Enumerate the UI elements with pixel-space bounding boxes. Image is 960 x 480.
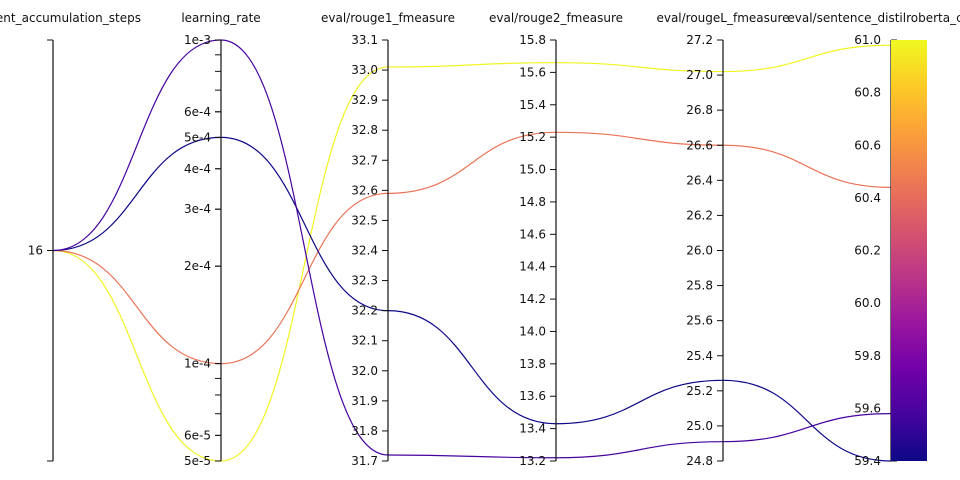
series-line-run-2 [52, 131, 892, 365]
axis-eval_rouge2_fmeasure: eval/rouge2_fmeasure 15.8 15.6 15.4 15.2 15.0… [489, 11, 623, 468]
tick-label: 32.2 [351, 304, 378, 318]
tick-label: 32.4 [351, 244, 378, 258]
axis-title: eval/rouge2_fmeasure [489, 11, 623, 25]
tick-label: 60.0 [854, 296, 881, 310]
tick-label: 15.4 [519, 98, 546, 112]
tick-label: 31.7 [351, 454, 378, 468]
tick-label: 32.1 [351, 334, 378, 348]
axis-title: learning_rate [181, 11, 260, 25]
axis-eval_rouge1_fmeasure: eval/rouge1_fmeasure 33.1 33.0 32.9 32.8 32.7… [321, 11, 455, 468]
tick-label: 16 [28, 244, 43, 258]
tick-label: 3e-4 [184, 202, 211, 216]
tick-label: 60.2 [854, 244, 881, 258]
tick-label: 26.6 [686, 138, 713, 152]
tick-label: 33.0 [351, 63, 378, 77]
tick-label: 13.8 [519, 357, 546, 371]
tick-label: 27.0 [686, 68, 713, 82]
colorbar [891, 40, 927, 461]
tick-label: 32.3 [351, 274, 378, 288]
tick-label: 13.2 [519, 454, 546, 468]
tick-label: 32.6 [351, 183, 378, 197]
tick-label: 26.4 [686, 173, 713, 187]
tick-label: 32.7 [351, 153, 378, 167]
tick-label: 6e-5 [184, 428, 211, 442]
tick-label: 14.6 [519, 227, 546, 241]
axis-eval_rougeL_fmeasure: eval/rougeL_fmeasure 27.2 27.0 26.8 26.6 26.4… [656, 11, 789, 468]
axis-title: eval/rougeL_fmeasure [656, 11, 789, 25]
tick-label: 59.6 [854, 401, 881, 415]
tick-label: 60.6 [854, 138, 881, 152]
tick-label: 25.6 [686, 314, 713, 328]
tick-label: 5e-4 [184, 130, 211, 144]
tick-label: 1e-4 [184, 357, 211, 371]
tick-label: 59.4 [854, 454, 881, 468]
tick-label: 32.8 [351, 123, 378, 137]
tick-label: 25.0 [686, 419, 713, 433]
axis-title: eval/rouge1_fmeasure [321, 11, 455, 25]
axis-eval_sentence_distilroberta_cosine: eval/sentence_distilroberta_cosine 61.0 60… [787, 11, 960, 468]
axis-learning_rate: learning_rate 1e-3 6e-4 5e-4 4e-4 3e-4 2e-4 1e-… [181, 11, 260, 468]
tick-label: 24.8 [686, 454, 713, 468]
tick-label: 5e-5 [184, 454, 211, 468]
tick-label: 60.8 [854, 86, 881, 100]
tick-label: 27.2 [686, 33, 713, 47]
tick-label: 26.2 [686, 208, 713, 222]
tick-label: 26.0 [686, 244, 713, 258]
tick-label: 32.9 [351, 93, 378, 107]
tick-label: 33.1 [351, 33, 378, 47]
tick-label: 1e-3 [184, 33, 211, 47]
tick-label: 14.4 [519, 260, 546, 274]
tick-label: 59.8 [854, 349, 881, 363]
tick-label: 2e-4 [184, 259, 211, 273]
tick-label: 15.0 [519, 163, 546, 177]
tick-label: 15.2 [519, 130, 546, 144]
tick-label: 61.0 [854, 33, 881, 47]
series-lines [52, 39, 892, 462]
axis-gradient_accumulation_steps: gradient_accumulation_steps 16 [0, 11, 141, 462]
tick-label: 13.4 [519, 422, 546, 436]
tick-label: 14.2 [519, 292, 546, 306]
series-line-run-4 [52, 39, 892, 459]
tick-label: 31.8 [351, 424, 378, 438]
axis-title: eval/sentence_distilroberta_cosine [787, 11, 960, 25]
tick-label: 14.0 [519, 324, 546, 338]
tick-label: 26.8 [686, 103, 713, 117]
series-line-run-3 [52, 136, 892, 462]
tick-label: 15.6 [519, 65, 546, 79]
tick-label: 32.5 [351, 213, 378, 227]
tick-label: 4e-4 [184, 162, 211, 176]
tick-label: 25.8 [686, 279, 713, 293]
series-line-run-1 [52, 44, 892, 462]
tick-label: 14.8 [519, 195, 546, 209]
tick-label: 31.9 [351, 394, 378, 408]
tick-label: 13.6 [519, 389, 546, 403]
axes: gradient_accumulation_steps 16 learning_ra… [0, 11, 960, 468]
tick-label: 6e-4 [184, 105, 211, 119]
tick-label: 15.8 [519, 33, 546, 47]
tick-label: 25.4 [686, 349, 713, 363]
axis-title: gradient_accumulation_steps [0, 11, 141, 25]
tick-label: 60.4 [854, 191, 881, 205]
tick-label: 25.2 [686, 384, 713, 398]
tick-label: 32.0 [351, 364, 378, 378]
